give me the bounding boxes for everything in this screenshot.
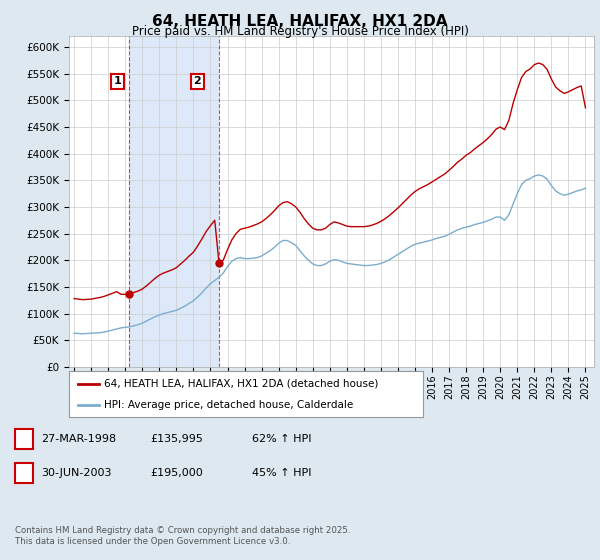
- Bar: [129, 36, 219, 367]
- Text: 45% ↑ HPI: 45% ↑ HPI: [252, 468, 311, 478]
- Text: £135,995: £135,995: [150, 434, 203, 444]
- Text: 64, HEATH LEA, HALIFAX, HX1 2DA: 64, HEATH LEA, HALIFAX, HX1 2DA: [152, 14, 448, 29]
- Text: 62% ↑ HPI: 62% ↑ HPI: [252, 434, 311, 444]
- Text: 1: 1: [113, 76, 121, 86]
- Text: 2: 2: [193, 76, 201, 86]
- Text: 30-JUN-2003: 30-JUN-2003: [41, 468, 112, 478]
- Text: 2: 2: [20, 468, 28, 478]
- Text: Price paid vs. HM Land Registry's House Price Index (HPI): Price paid vs. HM Land Registry's House …: [131, 25, 469, 38]
- Text: £195,000: £195,000: [150, 468, 203, 478]
- Text: 27-MAR-1998: 27-MAR-1998: [41, 434, 116, 444]
- Text: Contains HM Land Registry data © Crown copyright and database right 2025.
This d: Contains HM Land Registry data © Crown c…: [15, 526, 350, 546]
- Text: 1: 1: [20, 434, 28, 444]
- Text: 64, HEATH LEA, HALIFAX, HX1 2DA (detached house): 64, HEATH LEA, HALIFAX, HX1 2DA (detache…: [104, 379, 379, 389]
- Text: HPI: Average price, detached house, Calderdale: HPI: Average price, detached house, Cald…: [104, 400, 353, 410]
